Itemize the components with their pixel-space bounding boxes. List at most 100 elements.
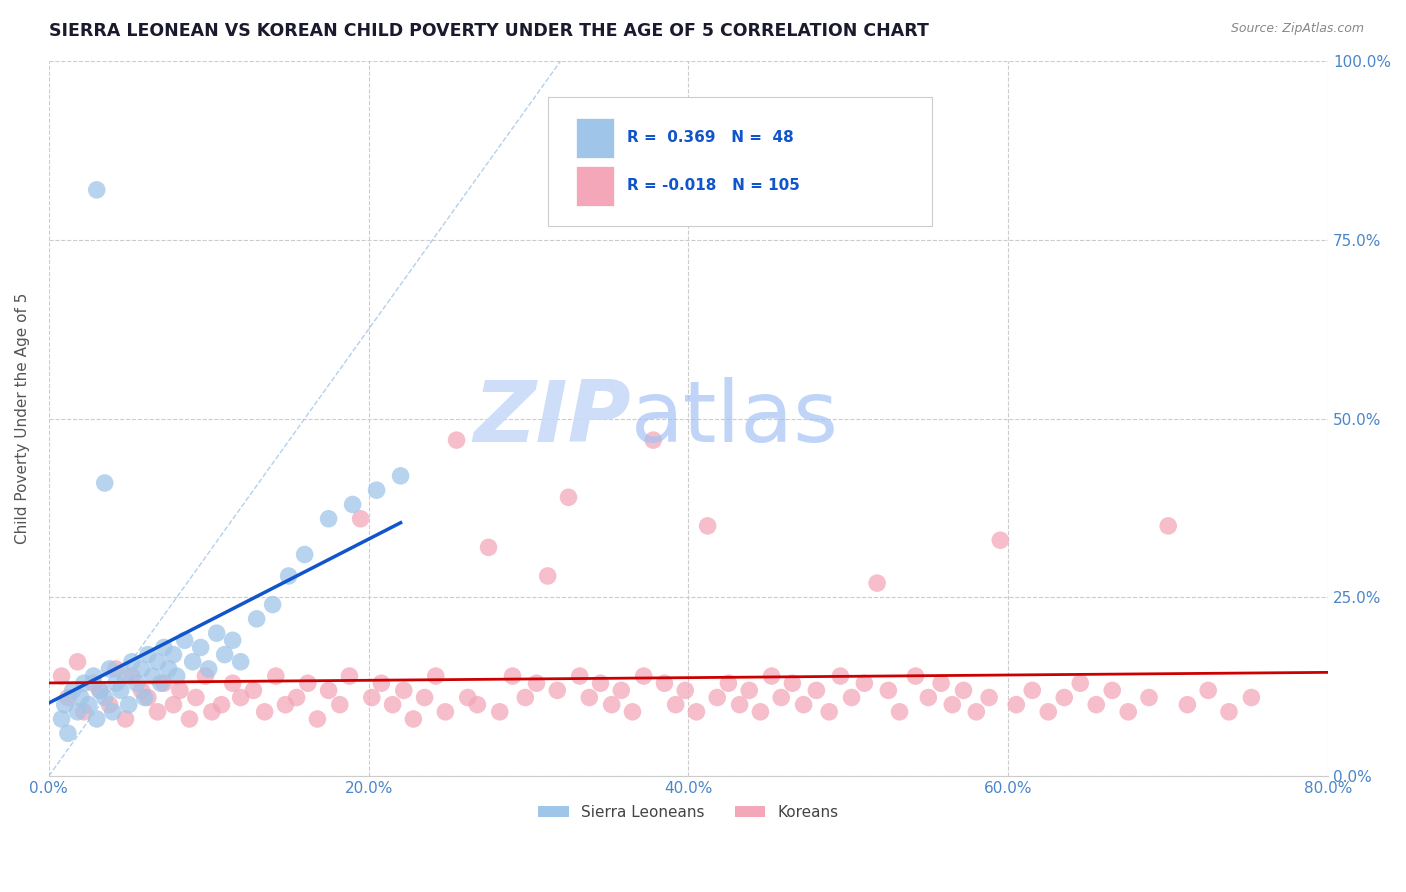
Point <box>370 676 392 690</box>
Point <box>173 633 195 648</box>
Point <box>264 669 287 683</box>
Point <box>389 468 412 483</box>
Point <box>339 669 361 683</box>
Point <box>214 648 236 662</box>
Point <box>89 683 111 698</box>
Point <box>749 705 772 719</box>
FancyBboxPatch shape <box>576 166 614 205</box>
Point <box>1021 683 1043 698</box>
Point <box>229 690 252 705</box>
Text: Source: ZipAtlas.com: Source: ZipAtlas.com <box>1230 22 1364 36</box>
Point <box>246 612 269 626</box>
Point <box>142 669 165 683</box>
Point <box>537 569 560 583</box>
Point <box>610 683 633 698</box>
Point <box>929 676 952 690</box>
Point <box>83 676 105 690</box>
Point <box>665 698 688 712</box>
Point <box>600 698 623 712</box>
Point <box>866 576 889 591</box>
Point <box>728 698 751 712</box>
Point <box>53 698 76 712</box>
Point <box>434 705 457 719</box>
Text: R =  0.369   N =  48: R = 0.369 N = 48 <box>627 130 794 145</box>
Point <box>66 655 89 669</box>
Point <box>146 705 169 719</box>
Point <box>446 433 468 447</box>
Point <box>104 676 127 690</box>
Point <box>830 669 852 683</box>
Text: R = -0.018   N = 105: R = -0.018 N = 105 <box>627 178 800 193</box>
Point <box>166 669 188 683</box>
Point <box>1218 705 1240 719</box>
Point <box>162 698 184 712</box>
Point <box>853 676 876 690</box>
Point <box>685 705 707 719</box>
Point <box>1005 698 1028 712</box>
Point <box>69 690 91 705</box>
Point <box>965 705 987 719</box>
Point <box>262 598 284 612</box>
Text: ZIP: ZIP <box>474 377 631 460</box>
Point <box>1085 698 1108 712</box>
Point <box>1157 519 1180 533</box>
Point <box>62 683 84 698</box>
Point <box>125 676 148 690</box>
Point <box>56 726 79 740</box>
Point <box>381 698 404 712</box>
Point <box>89 683 111 698</box>
Point <box>654 676 676 690</box>
Point <box>568 669 591 683</box>
Point <box>515 690 537 705</box>
Point <box>717 676 740 690</box>
Point <box>349 512 371 526</box>
Point <box>114 712 136 726</box>
Point <box>146 655 169 669</box>
Point <box>73 676 96 690</box>
Point <box>1069 676 1091 690</box>
Point <box>696 519 718 533</box>
Point <box>673 683 696 698</box>
Point <box>402 712 425 726</box>
Point <box>904 669 927 683</box>
Point <box>205 626 228 640</box>
Point <box>285 690 308 705</box>
Point <box>557 491 579 505</box>
Point <box>360 690 382 705</box>
FancyBboxPatch shape <box>576 119 614 158</box>
Point <box>184 690 207 705</box>
Point <box>98 662 121 676</box>
Point <box>131 683 153 698</box>
Point <box>977 690 1000 705</box>
Point <box>941 698 963 712</box>
Point <box>121 669 143 683</box>
Point <box>93 690 115 705</box>
Point <box>221 633 243 648</box>
Point <box>526 676 548 690</box>
Point <box>1197 683 1219 698</box>
Point <box>621 705 644 719</box>
Point <box>153 640 176 655</box>
Point <box>211 698 233 712</box>
Point <box>201 705 224 719</box>
Point <box>136 648 159 662</box>
Point <box>589 676 612 690</box>
Point <box>153 676 176 690</box>
Point <box>761 669 783 683</box>
Point <box>889 705 911 719</box>
Point <box>1240 690 1263 705</box>
Point <box>738 683 761 698</box>
Point <box>118 698 141 712</box>
Point <box>294 548 316 562</box>
Legend: Sierra Leoneans, Koreans: Sierra Leoneans, Koreans <box>531 798 845 826</box>
Point <box>274 698 297 712</box>
Point <box>86 712 108 726</box>
Point <box>56 690 79 705</box>
Point <box>114 669 136 683</box>
Point <box>169 683 191 698</box>
Point <box>1137 690 1160 705</box>
Point <box>307 712 329 726</box>
Point <box>952 683 974 698</box>
Point <box>194 669 217 683</box>
Point <box>242 683 264 698</box>
